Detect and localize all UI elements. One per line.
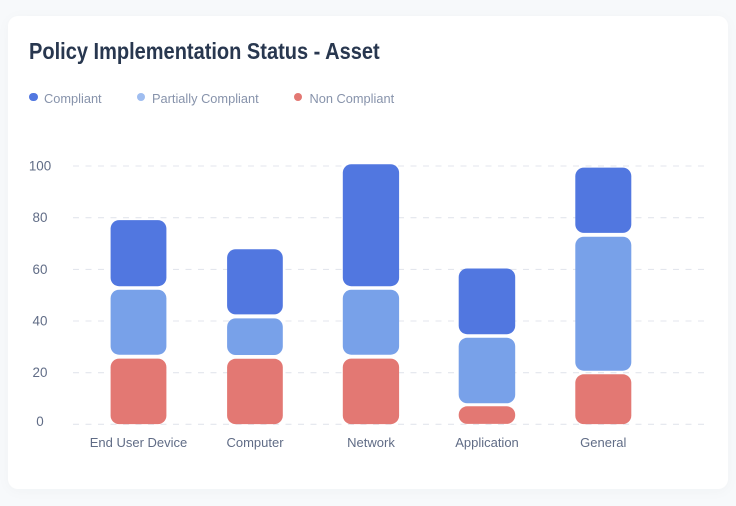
svg-text:80: 80 [33, 210, 48, 225]
svg-text:20: 20 [33, 365, 48, 380]
svg-text:0: 0 [36, 414, 43, 429]
svg-text:General: General [580, 435, 626, 450]
svg-text:40: 40 [33, 313, 48, 328]
svg-text:Network: Network [347, 435, 395, 450]
svg-text:Computer: Computer [226, 435, 284, 450]
svg-text:Application: Application [455, 435, 519, 450]
svg-text:60: 60 [33, 262, 48, 277]
svg-text:100: 100 [29, 159, 51, 174]
svg-text:End User Device: End User Device [90, 435, 188, 450]
